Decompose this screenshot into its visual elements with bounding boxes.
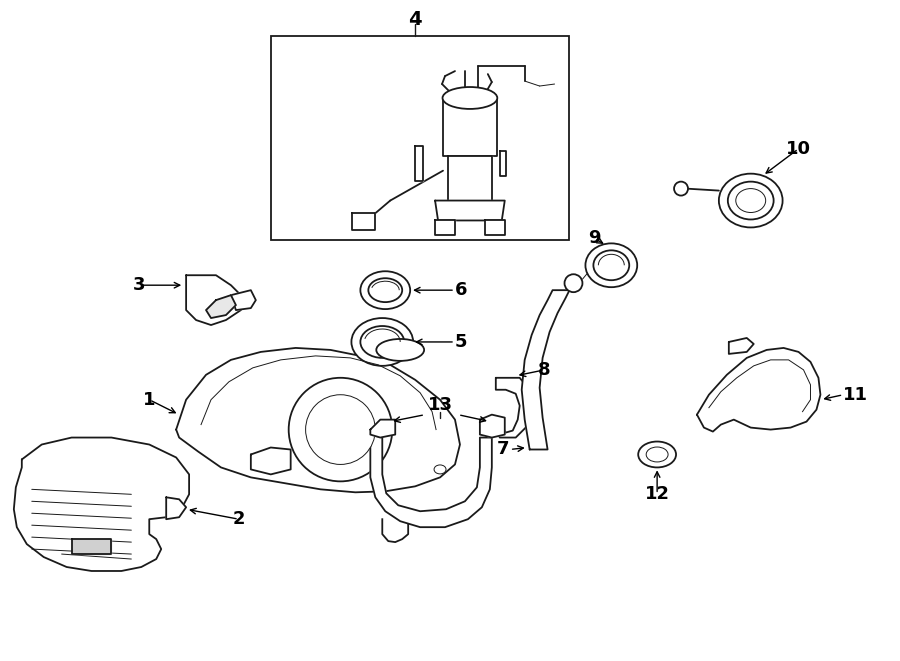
Ellipse shape [434, 465, 446, 474]
Text: 6: 6 [455, 281, 467, 299]
Text: 12: 12 [644, 485, 670, 503]
Circle shape [306, 395, 375, 465]
Ellipse shape [728, 182, 774, 219]
Ellipse shape [585, 243, 637, 287]
Circle shape [564, 274, 582, 292]
Polygon shape [729, 338, 753, 354]
Ellipse shape [368, 278, 402, 302]
Circle shape [674, 182, 688, 196]
Polygon shape [176, 348, 460, 492]
Polygon shape [186, 275, 241, 325]
Polygon shape [435, 221, 455, 235]
Text: 9: 9 [588, 229, 600, 247]
Polygon shape [448, 156, 491, 200]
Ellipse shape [351, 318, 413, 366]
Text: 13: 13 [428, 396, 453, 414]
Text: 3: 3 [133, 276, 146, 294]
Ellipse shape [638, 442, 676, 467]
Polygon shape [443, 98, 497, 156]
Polygon shape [500, 151, 506, 176]
Polygon shape [166, 497, 186, 519]
Polygon shape [435, 200, 505, 221]
Polygon shape [480, 414, 505, 438]
Polygon shape [72, 539, 112, 554]
Polygon shape [522, 290, 570, 449]
Text: 7: 7 [497, 440, 509, 459]
Polygon shape [231, 290, 256, 310]
Polygon shape [485, 221, 505, 235]
Polygon shape [493, 378, 533, 438]
Circle shape [289, 378, 392, 481]
Ellipse shape [443, 87, 498, 109]
Polygon shape [697, 348, 821, 432]
Polygon shape [370, 420, 395, 438]
Polygon shape [415, 146, 423, 180]
Polygon shape [370, 434, 491, 527]
Bar [271, 36, 570, 241]
Polygon shape [206, 295, 236, 318]
Text: 10: 10 [786, 139, 811, 158]
Ellipse shape [376, 339, 424, 361]
Ellipse shape [360, 326, 404, 358]
Polygon shape [353, 214, 375, 231]
Polygon shape [251, 447, 291, 475]
Ellipse shape [646, 447, 668, 462]
Text: 2: 2 [232, 510, 245, 528]
Text: 1: 1 [143, 391, 156, 408]
Polygon shape [14, 438, 189, 571]
Text: 8: 8 [538, 361, 551, 379]
Ellipse shape [593, 251, 629, 280]
Ellipse shape [736, 188, 766, 212]
Ellipse shape [719, 174, 783, 227]
Text: 11: 11 [843, 386, 868, 404]
Text: 5: 5 [455, 333, 467, 351]
Ellipse shape [360, 271, 410, 309]
Text: 4: 4 [409, 10, 422, 29]
